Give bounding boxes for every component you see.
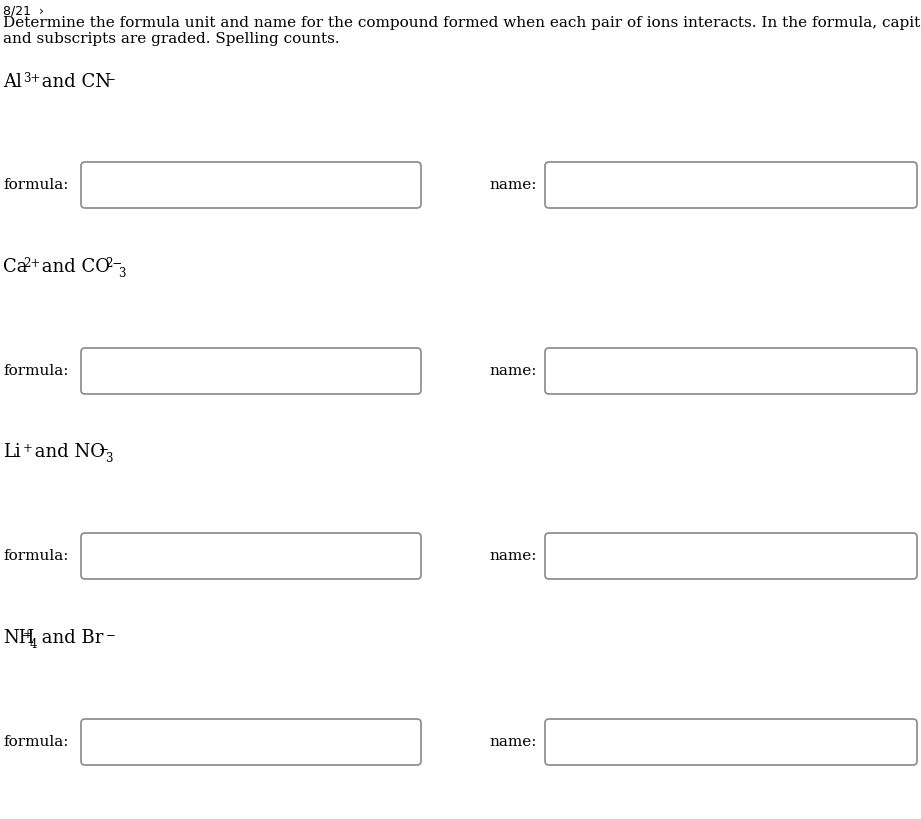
FancyBboxPatch shape [81, 162, 421, 208]
Text: NH: NH [3, 629, 34, 647]
FancyBboxPatch shape [545, 162, 917, 208]
Text: and Br: and Br [36, 629, 103, 647]
Text: −: − [105, 628, 115, 641]
FancyBboxPatch shape [81, 533, 421, 579]
FancyBboxPatch shape [545, 719, 917, 765]
Text: and subscripts are graded. Spelling counts.: and subscripts are graded. Spelling coun… [3, 32, 340, 46]
Text: −: − [99, 442, 109, 455]
FancyBboxPatch shape [545, 533, 917, 579]
Text: formula:: formula: [3, 364, 68, 378]
Text: and CO: and CO [36, 258, 110, 276]
Text: name:: name: [489, 549, 537, 563]
Text: 3: 3 [118, 267, 126, 280]
Text: 8/21  ›: 8/21 › [3, 5, 44, 18]
Text: formula:: formula: [3, 549, 68, 563]
Text: +: + [23, 628, 33, 641]
Text: 3+: 3+ [23, 72, 41, 85]
Text: 4: 4 [29, 638, 37, 651]
Text: Al: Al [3, 73, 22, 91]
Text: and CN: and CN [36, 73, 111, 91]
Text: 2−: 2− [105, 257, 122, 270]
Text: formula:: formula: [3, 735, 68, 749]
Text: −: − [105, 72, 115, 85]
Text: name:: name: [489, 364, 537, 378]
Text: Determine the formula unit and name for the compound formed when each pair of io: Determine the formula unit and name for … [3, 16, 921, 30]
Text: name:: name: [489, 735, 537, 749]
Text: 2+: 2+ [23, 257, 41, 270]
Text: +: + [23, 442, 33, 455]
Text: name:: name: [489, 178, 537, 192]
Text: 3: 3 [105, 452, 113, 465]
FancyBboxPatch shape [81, 719, 421, 765]
Text: formula:: formula: [3, 178, 68, 192]
Text: Ca: Ca [3, 258, 28, 276]
Text: and NO: and NO [29, 443, 105, 461]
FancyBboxPatch shape [81, 348, 421, 394]
FancyBboxPatch shape [545, 348, 917, 394]
Text: Li: Li [3, 443, 21, 461]
